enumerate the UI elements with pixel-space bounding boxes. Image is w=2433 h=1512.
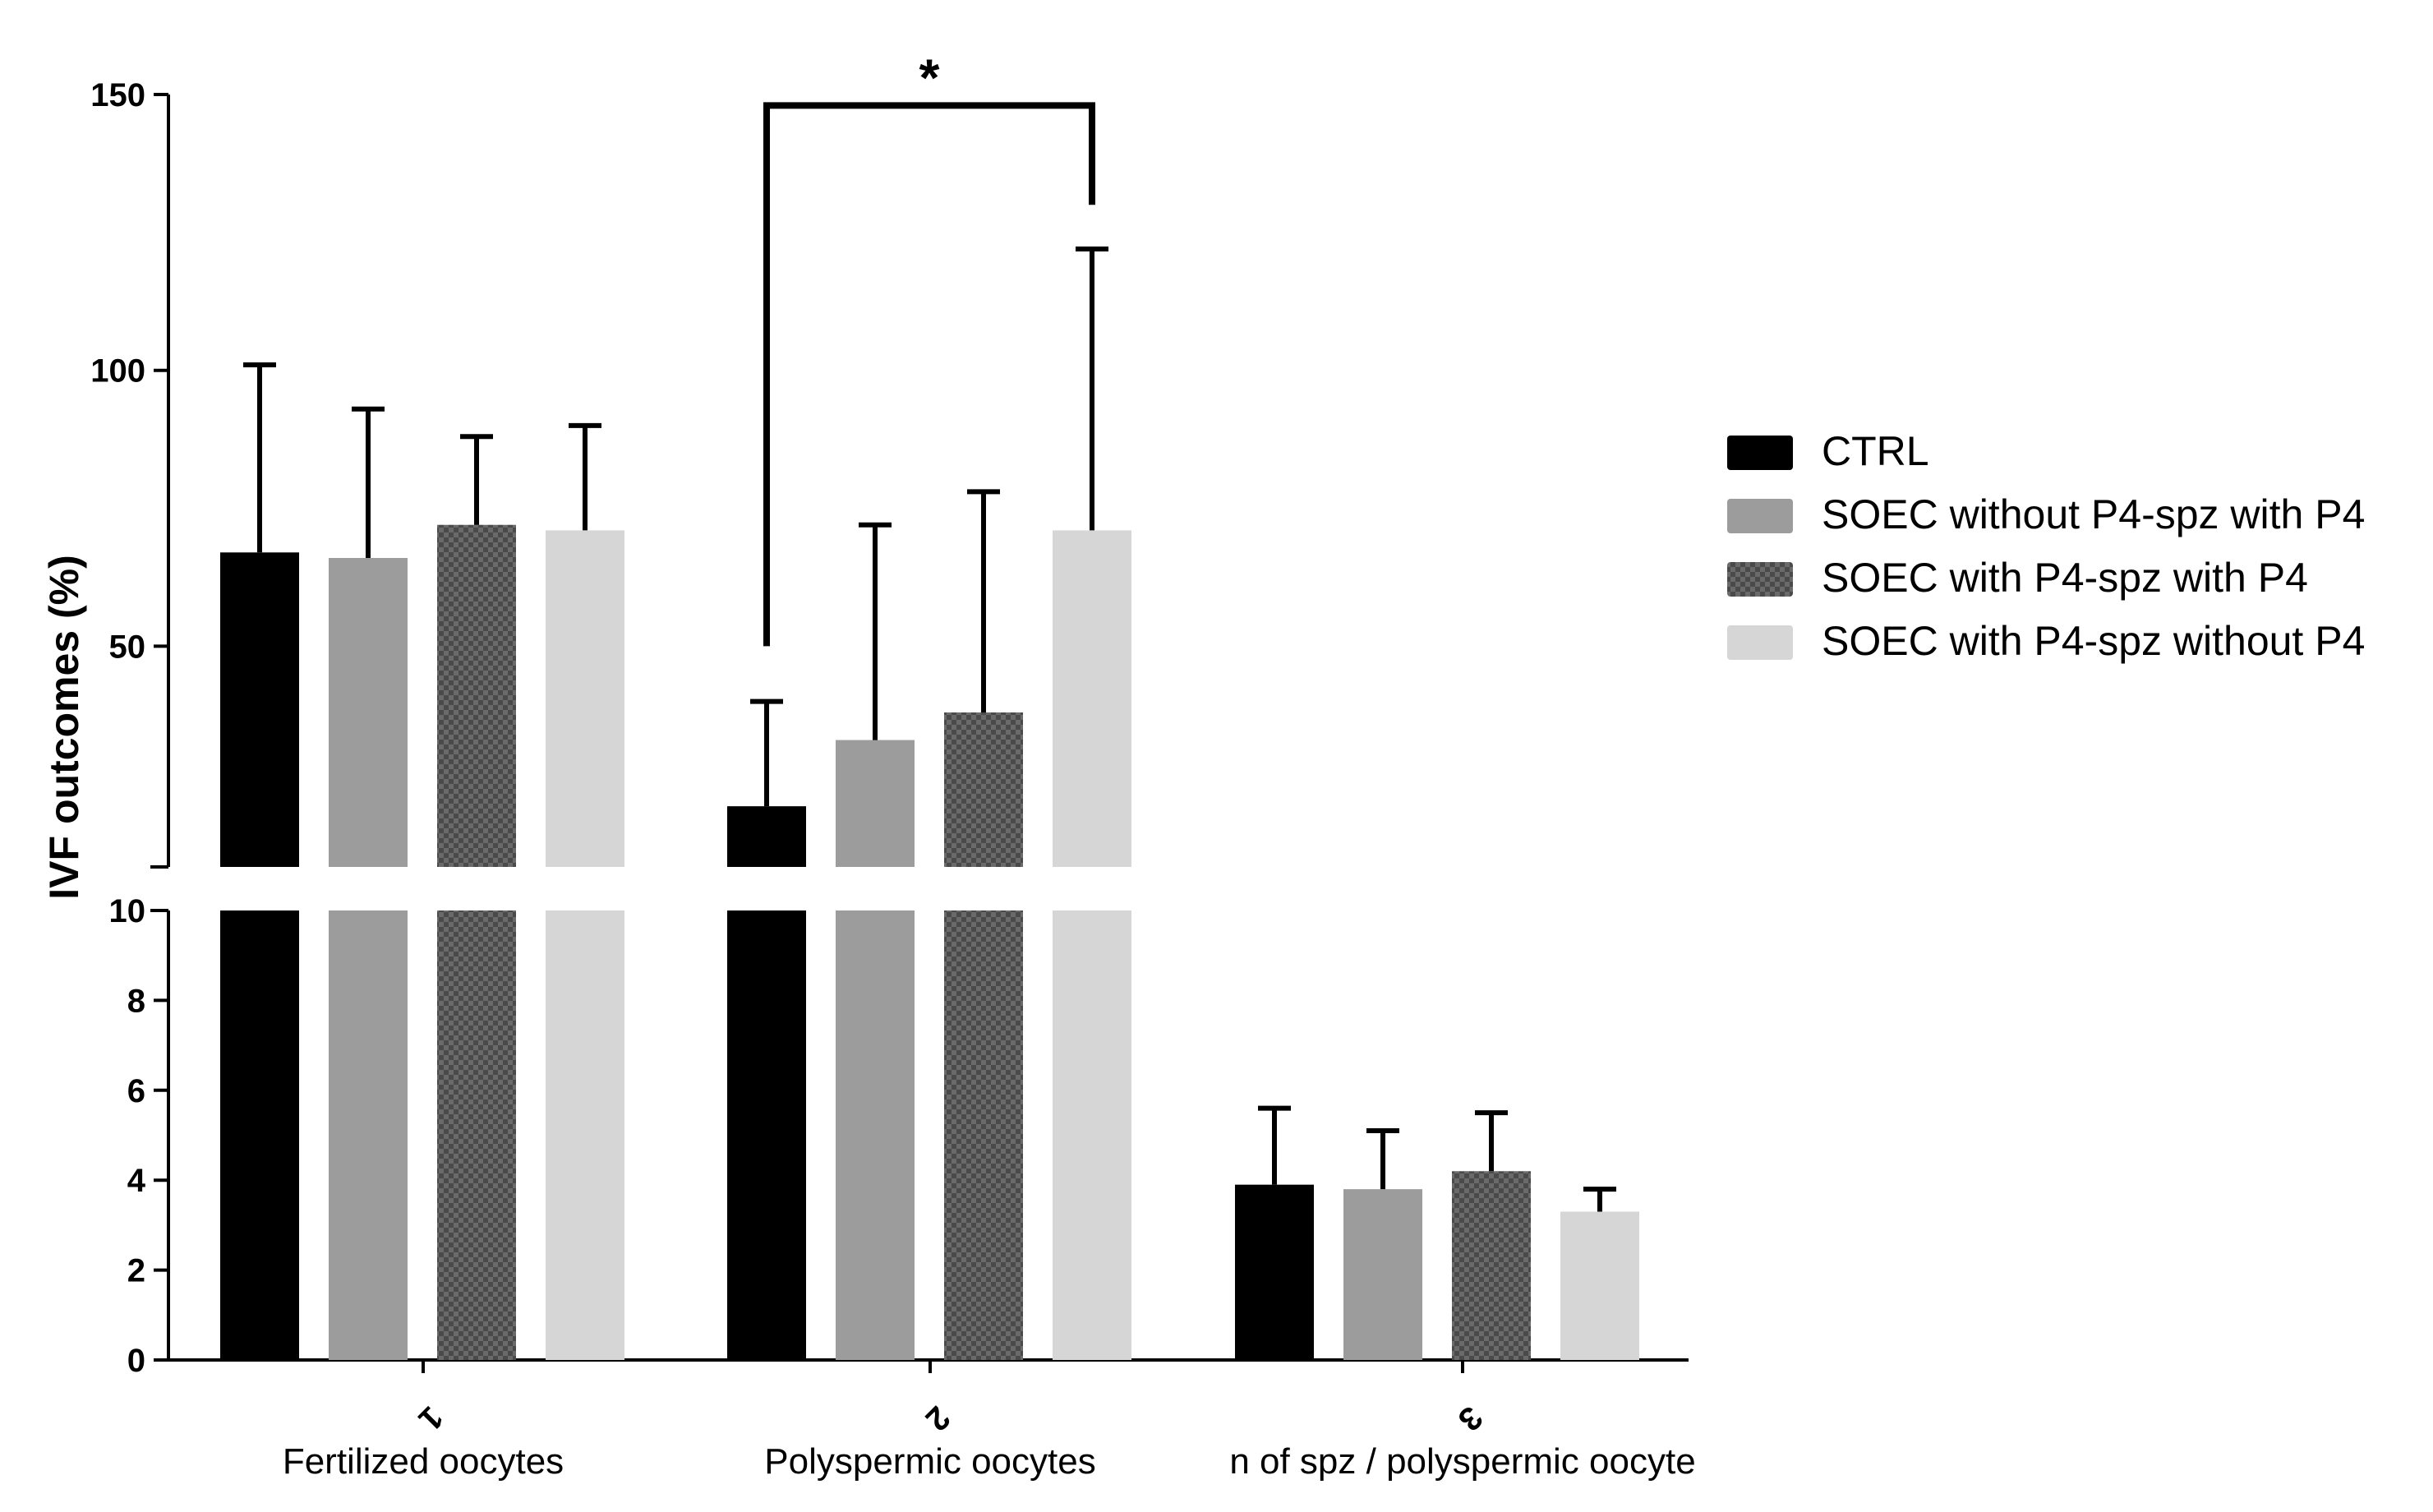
bar <box>546 910 624 1360</box>
y-tick-label: 2 <box>127 1253 145 1289</box>
legend-swatch <box>1727 499 1793 533</box>
annotation-group: * <box>763 48 1095 647</box>
bar <box>1053 530 1131 867</box>
bar <box>1343 1189 1422 1360</box>
x-category-label: n of spz / polyspermic oocyte <box>1229 1441 1695 1482</box>
significance-star: * <box>919 48 940 107</box>
bar <box>727 910 806 1360</box>
x-tick-number: 1 <box>412 1399 450 1438</box>
bar <box>944 910 1023 1360</box>
bar <box>220 910 299 1360</box>
x-category-label: Polyspermic oocytes <box>764 1441 1095 1482</box>
bar <box>1053 910 1131 1360</box>
bar <box>1452 1171 1531 1360</box>
y-tick-label: 10 <box>109 893 146 929</box>
bar <box>329 910 408 1360</box>
y-tick-label: 8 <box>127 983 145 1019</box>
bar <box>1560 1211 1639 1360</box>
x-category-label: Fertilized oocytes <box>283 1441 564 1482</box>
y-axis-label: IVF outcomes (%) <box>41 555 87 899</box>
bar <box>437 910 516 1360</box>
bar <box>546 530 624 867</box>
y-tick-label: 150 <box>90 77 145 113</box>
bar <box>220 552 299 867</box>
bar <box>836 740 915 867</box>
bar <box>836 910 915 1360</box>
bar <box>1235 1184 1314 1360</box>
y-tick-label: 50 <box>109 629 146 665</box>
bar <box>329 558 408 867</box>
bar <box>727 806 806 867</box>
bar <box>944 712 1023 867</box>
legend-swatch <box>1727 436 1793 470</box>
legend-label: SOEC without P4-spz with P4 <box>1822 491 2365 537</box>
significance-bracket <box>763 102 1095 647</box>
y-tick-label: 4 <box>127 1163 146 1199</box>
y-tick-label: 6 <box>127 1073 145 1109</box>
y-tick-label: 100 <box>90 353 145 390</box>
legend-swatch <box>1727 562 1793 597</box>
x-tick-number: 2 <box>919 1399 957 1438</box>
legend-swatch <box>1727 625 1793 660</box>
legend-label: CTRL <box>1822 428 1929 474</box>
bar <box>437 524 516 867</box>
legend: CTRL SOEC without P4-spz with P4 SOEC with… <box>1727 428 2365 664</box>
bars-group <box>220 247 1639 1360</box>
legend-label: SOEC with P4-spz without P4 <box>1822 618 2365 664</box>
legend-label: SOEC with P4-spz with P4 <box>1822 555 2308 601</box>
y-tick-label: 0 <box>127 1343 145 1379</box>
x-tick-number: 3 <box>1451 1399 1490 1438</box>
